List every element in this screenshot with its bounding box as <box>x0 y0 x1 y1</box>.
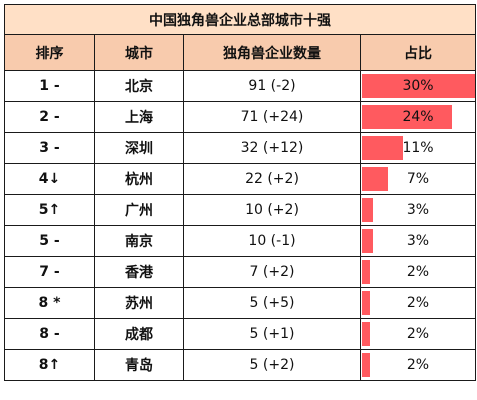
share-label: 2% <box>406 326 430 342</box>
city-cell: 青岛 <box>94 349 184 381</box>
rank-cell: 8↑ <box>4 349 95 381</box>
table-row: 7 - 香港 7 (+2) 2% <box>4 256 476 288</box>
column-header-rank: 排序 <box>4 34 95 71</box>
rank-cell: 5↑ <box>4 194 95 226</box>
unicorn-city-table-container: 中国独角兽企业总部城市十强 排序 城市 独角兽企业数量 占比 1 - 北京 91 (… <box>4 4 476 397</box>
share-label: 7% <box>406 171 430 187</box>
count-cell: 10 (-1) <box>183 225 361 257</box>
table-row: 3 - 深圳 32 (+12) 11% <box>4 132 476 164</box>
share-cell: 2% <box>360 256 476 288</box>
count-cell: 10 (+2) <box>183 194 361 226</box>
rank-cell: 8 * <box>4 287 95 319</box>
table-body: 1 - 北京 91 (-2) 30% 2 - 上海 71 (+24) 24% 3 - 深圳 32 (… <box>4 70 476 381</box>
city-cell: 苏州 <box>94 287 184 319</box>
city-cell: 杭州 <box>94 163 184 195</box>
share-label: 2% <box>406 295 430 311</box>
share-cell: 2% <box>360 349 476 381</box>
table-title: 中国独角兽企业总部城市十强 <box>4 4 476 35</box>
share-bar <box>362 229 373 253</box>
share-cell: 30% <box>360 70 476 102</box>
share-cell: 3% <box>360 194 476 226</box>
rank-cell: 7 - <box>4 256 95 288</box>
unicorn-city-table: 中国独角兽企业总部城市十强 排序 城市 独角兽企业数量 占比 1 - 北京 91 (… <box>4 4 476 381</box>
count-cell: 5 (+5) <box>183 287 361 319</box>
share-bar <box>362 136 403 160</box>
share-label: 11% <box>402 140 434 156</box>
column-header-share: 占比 <box>360 34 476 71</box>
rank-cell: 1 - <box>4 70 95 102</box>
share-bar <box>362 74 475 98</box>
share-cell: 24% <box>360 101 476 133</box>
count-cell: 5 (+2) <box>183 349 361 381</box>
column-header-count: 独角兽企业数量 <box>183 34 361 71</box>
table-row: 8↑ 青岛 5 (+2) 2% <box>4 349 476 381</box>
share-bar <box>362 167 388 191</box>
rank-cell: 3 - <box>4 132 95 164</box>
share-label: 2% <box>406 264 430 280</box>
count-cell: 91 (-2) <box>183 70 361 102</box>
share-label: 3% <box>406 202 430 218</box>
column-header-city: 城市 <box>94 34 184 71</box>
share-bar <box>362 322 370 346</box>
share-label: 2% <box>406 357 430 373</box>
share-bar <box>362 198 373 222</box>
city-cell: 北京 <box>94 70 184 102</box>
table-row: 4↓ 杭州 22 (+2) 7% <box>4 163 476 195</box>
share-cell: 3% <box>360 225 476 257</box>
share-cell: 11% <box>360 132 476 164</box>
share-cell: 7% <box>360 163 476 195</box>
city-cell: 深圳 <box>94 132 184 164</box>
share-bar <box>362 291 370 315</box>
table-row: 8 * 苏州 5 (+5) 2% <box>4 287 476 319</box>
count-cell: 22 (+2) <box>183 163 361 195</box>
share-label: 3% <box>406 233 430 249</box>
city-cell: 上海 <box>94 101 184 133</box>
table-row: 2 - 上海 71 (+24) 24% <box>4 101 476 133</box>
count-cell: 5 (+1) <box>183 318 361 350</box>
rank-cell: 8 - <box>4 318 95 350</box>
city-cell: 成都 <box>94 318 184 350</box>
city-cell: 香港 <box>94 256 184 288</box>
table-row: 5 - 南京 10 (-1) 3% <box>4 225 476 257</box>
table-row: 1 - 北京 91 (-2) 30% <box>4 70 476 102</box>
share-label: 24% <box>402 109 434 125</box>
rank-cell: 4↓ <box>4 163 95 195</box>
share-bar <box>362 105 452 129</box>
share-bar <box>362 353 370 377</box>
share-cell: 2% <box>360 318 476 350</box>
rank-cell: 5 - <box>4 225 95 257</box>
table-row: 5↑ 广州 10 (+2) 3% <box>4 194 476 226</box>
city-cell: 广州 <box>94 194 184 226</box>
count-cell: 71 (+24) <box>183 101 361 133</box>
count-cell: 7 (+2) <box>183 256 361 288</box>
city-cell: 南京 <box>94 225 184 257</box>
table-row: 8 - 成都 5 (+1) 2% <box>4 318 476 350</box>
share-label: 30% <box>402 78 434 94</box>
rank-cell: 2 - <box>4 101 95 133</box>
share-cell: 2% <box>360 287 476 319</box>
count-cell: 32 (+12) <box>183 132 361 164</box>
share-bar <box>362 260 370 284</box>
